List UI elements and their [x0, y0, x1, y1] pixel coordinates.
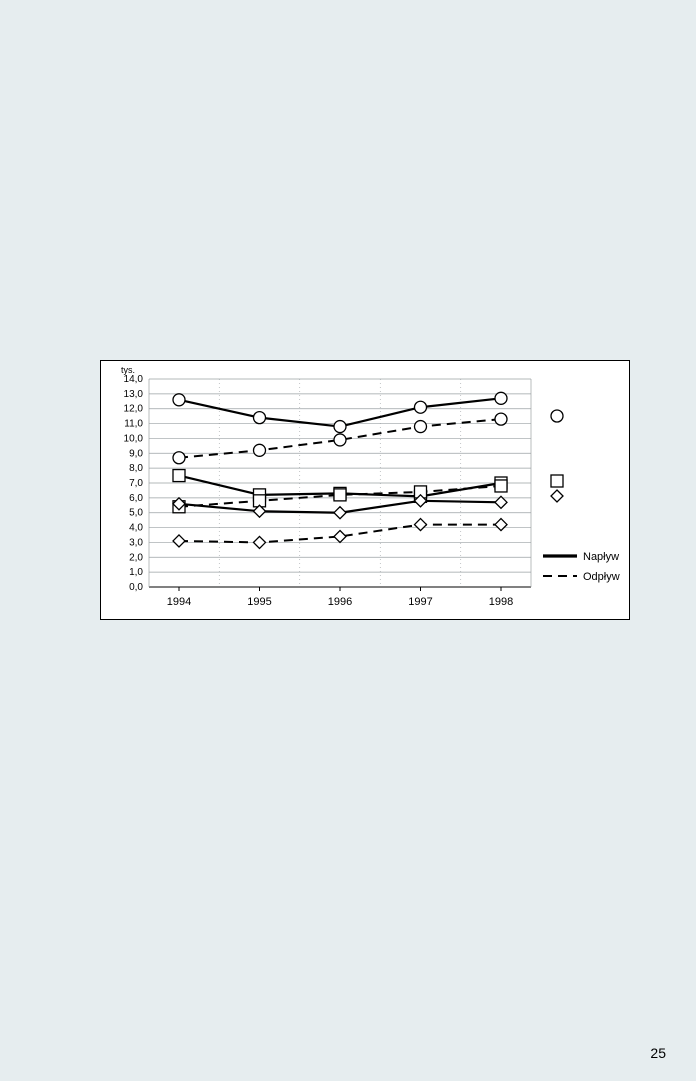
legend-label: Odpływ — [583, 571, 620, 583]
y-tick-label: 12,0 — [124, 404, 144, 415]
y-tick-label: 8,0 — [129, 463, 143, 474]
y-tick-label: 13,0 — [124, 389, 144, 400]
legend-label: Napływ — [583, 551, 619, 563]
y-tick-label: 3,0 — [129, 537, 143, 548]
y-tick-label: 7,0 — [129, 478, 143, 489]
chart-container: tys.0,01,02,03,04,05,06,07,08,09,010,011… — [100, 360, 630, 620]
y-tick-label: 6,0 — [129, 493, 143, 504]
x-tick-label: 1995 — [247, 596, 271, 608]
y-tick-label: 4,0 — [129, 523, 143, 534]
y-tick-label: 5,0 — [129, 508, 143, 519]
y-tick-label: 1,0 — [129, 567, 143, 578]
y-tick-label: 11,0 — [124, 419, 143, 430]
x-tick-label: 1998 — [489, 596, 513, 608]
x-tick-label: 1996 — [328, 596, 352, 608]
x-tick-label: 1994 — [167, 596, 191, 608]
y-tick-label: 0,0 — [129, 582, 143, 593]
y-tick-label: 9,0 — [129, 448, 143, 459]
line-chart: tys.0,01,02,03,04,05,06,07,08,09,010,011… — [101, 361, 629, 619]
page-number: 25 — [650, 1045, 666, 1061]
y-tick-label: 14,0 — [124, 374, 144, 385]
y-tick-label: 10,0 — [124, 433, 144, 444]
x-tick-label: 1997 — [408, 596, 432, 608]
y-tick-label: 2,0 — [129, 552, 143, 563]
page: tys.0,01,02,03,04,05,06,07,08,09,010,011… — [0, 0, 696, 1081]
